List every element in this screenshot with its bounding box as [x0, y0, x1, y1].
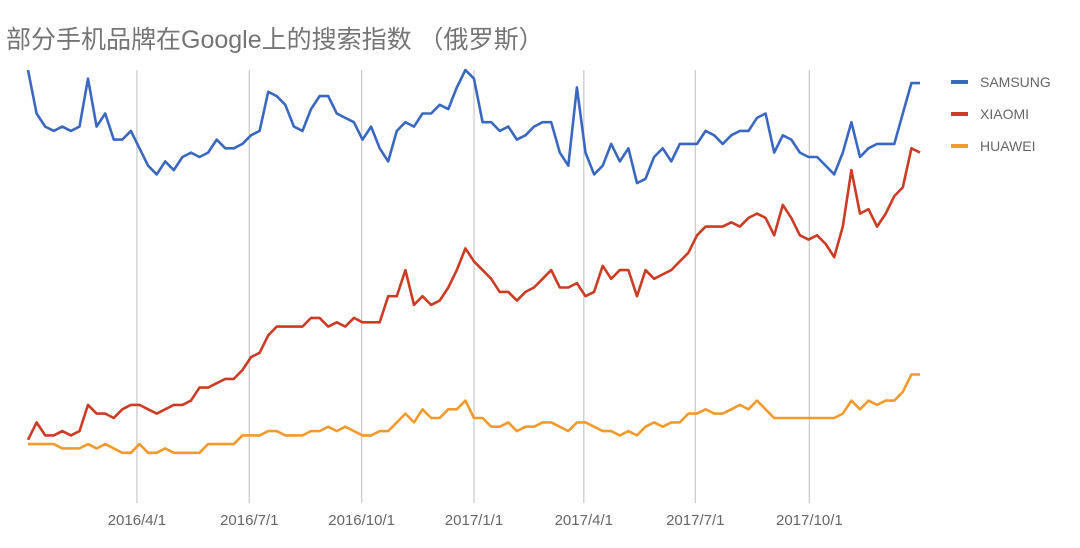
legend: SAMSUNG XIAOMI HUAWEI [951, 66, 1051, 162]
series-line-huawei [28, 373, 920, 455]
legend-swatch-xiaomi [951, 112, 968, 116]
x-tick-label: 2017/4/1 [555, 512, 613, 529]
legend-swatch-samsung [951, 80, 968, 84]
legend-label: XIAOMI [980, 106, 1030, 122]
x-tick-label: 2016/7/1 [220, 512, 278, 529]
x-tick-label: 2016/4/1 [108, 512, 166, 529]
legend-label: SAMSUNG [980, 74, 1051, 90]
x-tick-label: 2016/10/1 [328, 512, 395, 529]
legend-item-huawei[interactable]: HUAWEI [951, 130, 1051, 162]
series-line-samsung [26, 68, 920, 185]
x-tick-label: 2017/1/1 [445, 512, 503, 529]
chart-title: 部分手机品牌在Google上的搜索指数 （俄罗斯） [6, 26, 544, 54]
legend-item-xiaomi[interactable]: XIAOMI [951, 98, 1051, 130]
series-line-xiaomi [26, 147, 921, 441]
x-tick-label: 2017/7/1 [666, 512, 724, 529]
x-tick-label: 2017/10/1 [776, 512, 843, 529]
legend-label: HUAWEI [980, 138, 1036, 154]
legend-item-samsung[interactable]: SAMSUNG [951, 66, 1051, 98]
legend-swatch-huawei [951, 144, 968, 148]
